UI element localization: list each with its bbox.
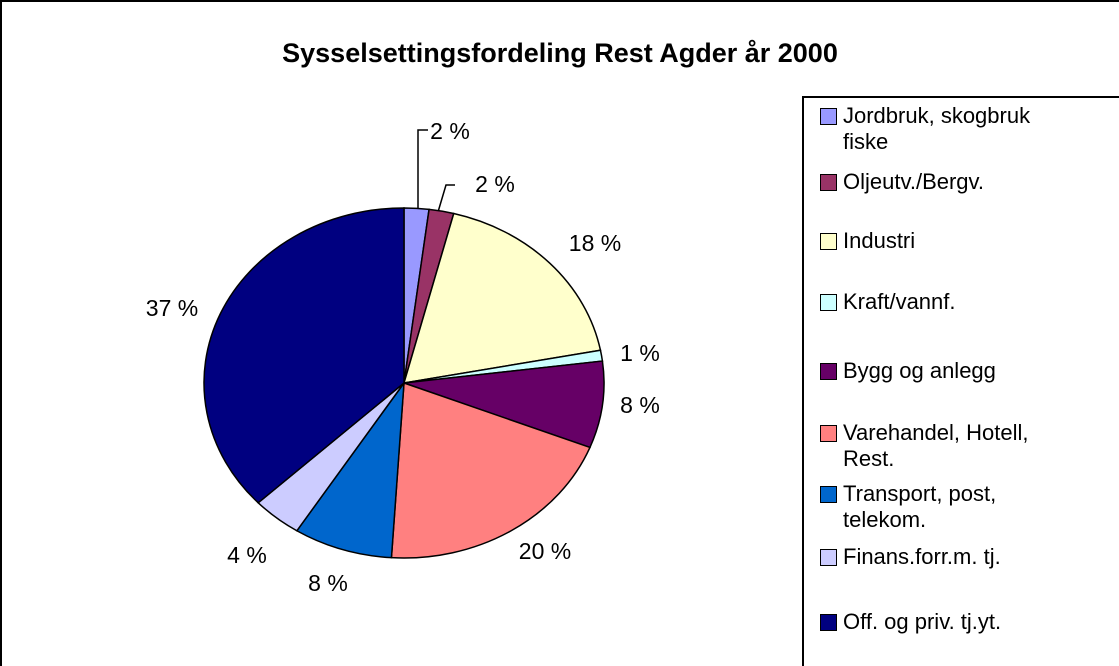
legend-label: Finans.forr.m. tj. [843, 544, 1001, 569]
legend-label: Kraft/vannf. [843, 289, 956, 314]
legend-item: Finans.forr.m. tj. [820, 544, 1078, 570]
legend-box [802, 96, 1119, 666]
leader-line [437, 184, 455, 213]
legend-swatch [820, 549, 837, 566]
legend-item: Bygg og anlegg [820, 358, 1078, 384]
data-label: 4 % [227, 542, 267, 568]
pie-slice [390, 381, 591, 559]
pie-slice [403, 360, 605, 449]
legend-label: Industri [843, 228, 916, 253]
pie-slice [203, 207, 405, 504]
legend-swatch [820, 614, 837, 631]
data-label: 8 % [620, 392, 660, 418]
data-label: 8 % [308, 570, 348, 596]
data-label: 2 % [475, 171, 515, 197]
pie-slice [295, 380, 405, 559]
legend-swatch [820, 174, 837, 191]
legend-item: Varehandel, Hotell, Rest. [820, 420, 1078, 472]
legend-swatch [820, 486, 837, 503]
data-label: 20 % [519, 538, 571, 564]
data-label: 2 % [430, 118, 470, 144]
legend-swatch [820, 108, 837, 125]
legend-item: Kraft/vannf. [820, 289, 1078, 315]
legend-item: Jordbruk, skogbruk fiske [820, 103, 1078, 155]
legend-label: Off. og priv. tj.yt. [843, 609, 1002, 634]
legend-item: Transport, post, telekom. [820, 481, 1078, 533]
legend-label: Varehandel, Hotell, Rest. [843, 420, 1029, 471]
data-label: 37 % [146, 295, 198, 321]
data-label: 1 % [620, 340, 660, 366]
legend-label: Jordbruk, skogbruk fiske [843, 103, 1031, 154]
legend-label: Transport, post, telekom. [843, 481, 997, 532]
legend-item: Oljeutv./Bergv. [820, 169, 1078, 195]
legend-label: Bygg og anlegg [843, 358, 996, 383]
legend-label: Oljeutv./Bergv. [843, 169, 985, 194]
legend-item: Off. og priv. tj.yt. [820, 609, 1078, 635]
legend-swatch [820, 363, 837, 380]
pie-slice [402, 212, 602, 384]
legend-swatch [820, 425, 837, 442]
data-label: 18 % [569, 230, 621, 256]
legend-swatch [820, 233, 837, 250]
legend-item: Industri [820, 228, 1078, 254]
chart-title: Sysselsettingsfordeling Rest Agder år 20… [282, 38, 838, 68]
legend-swatch [820, 294, 837, 311]
leader-line [417, 129, 428, 208]
